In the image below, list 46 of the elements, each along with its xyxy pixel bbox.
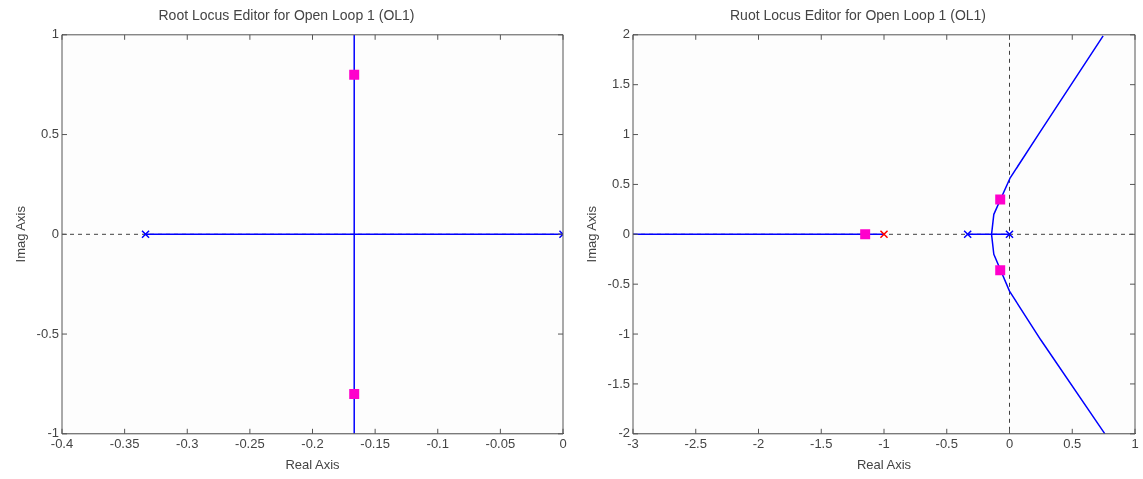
y-axis-title: Imag Axis (584, 205, 600, 263)
point (1005, 230, 1014, 239)
point (879, 230, 889, 239)
x-tick-label: -0.35 (109, 436, 140, 452)
y-tick-label: 0.5 (611, 176, 630, 191)
x-tick-label: -0.3 (176, 436, 199, 452)
point (860, 229, 871, 240)
x-tick-label: -1 (878, 436, 890, 452)
point (963, 230, 972, 239)
x-tick-label: -0.15 (360, 436, 390, 452)
y-tick-label: -2 (618, 425, 630, 441)
y-tick-label: 2 (622, 26, 630, 42)
y-tick-label: -1.5 (607, 375, 630, 391)
x-tick-label: -2.5 (684, 436, 707, 452)
y-tick-label: -0.5 (36, 325, 59, 341)
x-tick-label: 0 (559, 436, 567, 452)
y-tick-label: -1 (618, 325, 630, 341)
x-tick-label: -0.2 (301, 436, 324, 452)
y-tick-label: 1.5 (611, 76, 630, 92)
x-tick-label: -0.1 (426, 436, 449, 452)
x-axis-title: Real Axis (856, 456, 912, 472)
point (995, 194, 1006, 205)
chart-title: Root Locus Editor for Open Loop 1 (OL1) (158, 7, 415, 24)
x-tick-label: -0.05 (485, 436, 516, 452)
x-tick-label: -3 (627, 436, 639, 452)
x-tick-label: 0.5 (1063, 436, 1082, 452)
x-tick-label: 1 (1131, 436, 1139, 452)
point (995, 265, 1006, 276)
point (141, 230, 150, 239)
x-axis-title: Real Axis (285, 456, 341, 472)
y-tick-label: 1 (51, 26, 59, 42)
point (349, 388, 360, 399)
point (349, 69, 360, 80)
x-tick-label: -0.25 (235, 436, 265, 452)
y-tick-label: 0 (622, 225, 630, 241)
y-tick-label: -0.5 (607, 275, 630, 291)
x-tick-label: -1.5 (810, 436, 833, 452)
x-tick-label: 0 (1005, 436, 1014, 452)
y-tick-label: 0.5 (40, 126, 59, 142)
y-axis-title: Imag Axis (13, 205, 29, 263)
y-tick-label: 1 (622, 126, 630, 142)
y-tick-label: 0 (51, 225, 59, 241)
x-tick-label: -2 (752, 436, 765, 452)
chart-title: Ruot Locus Editor for Open Loop 1 (OL1) (729, 7, 987, 24)
x-tick-label: -0.5 (935, 436, 958, 452)
x-tick-label: -0.4 (50, 436, 74, 452)
